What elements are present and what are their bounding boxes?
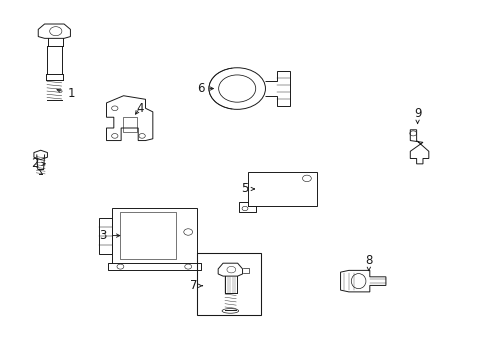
Text: 8: 8 (365, 254, 372, 270)
Bar (248, 172, 316, 206)
Text: 3: 3 (99, 229, 120, 242)
Bar (120, 212, 176, 259)
Text: 1: 1 (57, 87, 75, 100)
Bar (111, 208, 197, 264)
Text: 2: 2 (31, 157, 45, 170)
Text: 7: 7 (189, 279, 202, 292)
Text: 6: 6 (197, 82, 213, 95)
Bar (122, 117, 137, 132)
Bar (99, 218, 111, 253)
Text: 4: 4 (135, 102, 143, 115)
Bar (197, 253, 260, 315)
Text: 9: 9 (413, 107, 421, 123)
Text: 5: 5 (240, 183, 254, 195)
